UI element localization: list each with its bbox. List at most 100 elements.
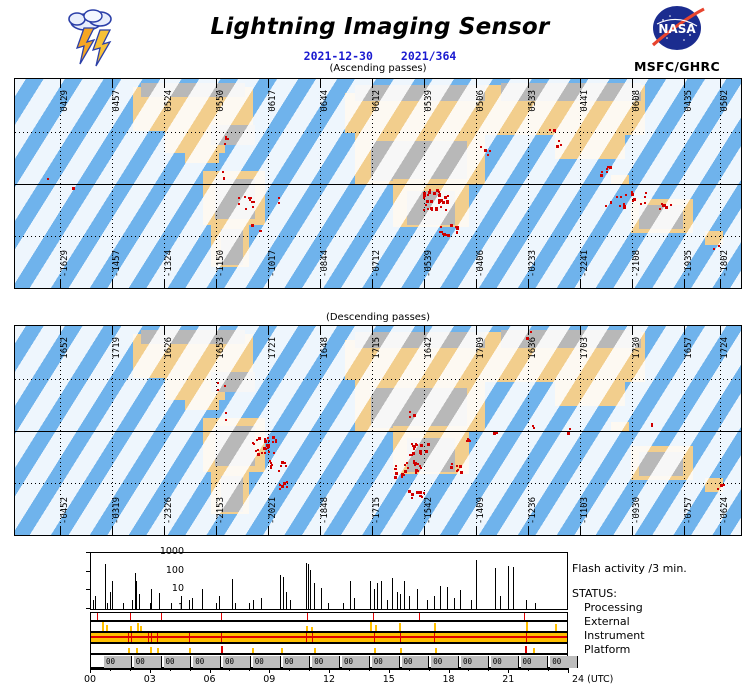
flash-point — [217, 382, 219, 384]
platform-orbit-block: 00 — [104, 656, 132, 668]
platform-spike — [281, 648, 283, 653]
flash-point — [632, 200, 634, 202]
x-minor-tick — [110, 668, 111, 671]
platform-orbit-block: 00 — [521, 656, 549, 668]
flash-point — [718, 245, 720, 247]
flash-point — [252, 206, 254, 208]
flash-point — [217, 389, 219, 391]
flash-point — [224, 385, 226, 387]
flash-point — [487, 154, 489, 156]
flash-point — [244, 196, 246, 198]
flash-bar — [189, 600, 190, 609]
platform-spike — [400, 648, 402, 653]
flash-point — [440, 226, 442, 228]
flash-point — [413, 414, 416, 417]
processing-tick — [97, 613, 98, 620]
platform-spike — [136, 648, 138, 653]
flash-bar — [123, 603, 124, 609]
external-spike — [130, 626, 132, 631]
flash-point — [644, 196, 646, 198]
activity-panel: 1000 100 10 1 00 00 00 00 00 00 00 00 00 00 00 00 00 00 0… — [0, 548, 756, 680]
y-tick-mark — [86, 589, 91, 590]
flash-point — [644, 202, 646, 204]
flash-point — [423, 197, 425, 199]
y-tick-label: 10 — [144, 583, 184, 594]
flash-point — [224, 143, 226, 145]
flash-point — [425, 450, 428, 453]
flash-point — [609, 166, 612, 169]
ascending-passes-map: 0429 0457 0524 0550 0617 0644 0612 0539 0506 0533… — [14, 78, 742, 289]
flash-point — [713, 248, 715, 250]
flash-point — [278, 470, 280, 472]
flash-point — [717, 488, 719, 490]
flash-point — [427, 194, 429, 196]
flash-point — [278, 197, 280, 199]
flash-bar — [290, 600, 291, 609]
nasa-logo-icon: NASA — [646, 4, 708, 54]
status-row-external — [90, 621, 568, 632]
flash-point — [251, 224, 254, 227]
status-row-platform — [90, 643, 568, 654]
external-spike — [106, 625, 108, 631]
instrument-tick — [131, 633, 132, 642]
flash-point — [438, 202, 440, 204]
x-minor-tick — [90, 668, 91, 671]
flash-bar — [105, 564, 106, 609]
flash-bar — [253, 600, 254, 609]
external-spike — [375, 625, 377, 631]
x-minor-tick — [468, 668, 469, 671]
flash-bar — [107, 603, 108, 609]
flash-bar — [508, 566, 509, 609]
flash-point — [409, 411, 411, 413]
flash-bar — [192, 598, 193, 609]
x-minor-tick — [229, 668, 230, 671]
flash-point — [450, 224, 453, 227]
platform-orbit-block: 00 — [372, 656, 400, 668]
flash-point — [281, 461, 284, 464]
day-of-year: 2021/364 — [401, 49, 456, 63]
flash-bar — [354, 598, 355, 609]
flash-point — [435, 208, 438, 211]
flash-point — [419, 495, 421, 497]
flash-point — [567, 432, 570, 435]
flash-point — [268, 440, 270, 442]
flash-bar — [387, 600, 388, 609]
flash-bar — [471, 600, 472, 609]
y-tick-mark — [86, 571, 91, 572]
flash-point — [444, 196, 447, 199]
flash-point — [278, 202, 280, 204]
flash-point — [440, 206, 442, 208]
flash-point — [633, 198, 636, 201]
external-spike — [370, 622, 372, 631]
x-minor-tick — [309, 668, 310, 671]
external-spike — [399, 623, 401, 631]
flash-point — [257, 453, 260, 456]
flash-point — [275, 441, 277, 443]
flash-point — [456, 227, 459, 230]
instrument-tick — [434, 633, 435, 642]
flash-point — [415, 469, 418, 472]
flash-point — [285, 465, 287, 467]
flash-point — [423, 192, 426, 195]
flash-point — [428, 191, 431, 194]
flash-point — [253, 201, 255, 203]
flash-point — [436, 189, 439, 192]
flash-bar — [95, 596, 96, 609]
flash-bar — [460, 590, 461, 609]
observation-date: 2021-12-30 — [304, 49, 373, 63]
flash-point — [443, 233, 445, 235]
flash-bar — [321, 588, 322, 609]
flash-bar — [417, 589, 418, 609]
x-minor-tick — [150, 668, 151, 671]
page-title: Lightning Imaging Sensor — [190, 14, 570, 40]
legend-external: External — [572, 615, 687, 629]
instrument-tick — [148, 633, 149, 642]
processing-tick — [161, 613, 162, 620]
platform-orbit-block: 00 — [312, 656, 340, 668]
flash-point — [225, 138, 227, 140]
flash-point — [460, 472, 462, 474]
flash-point — [401, 473, 404, 476]
flash-point — [423, 209, 425, 211]
descending-passes-caption: (Descending passes) — [0, 312, 756, 323]
flash-point — [401, 476, 403, 478]
